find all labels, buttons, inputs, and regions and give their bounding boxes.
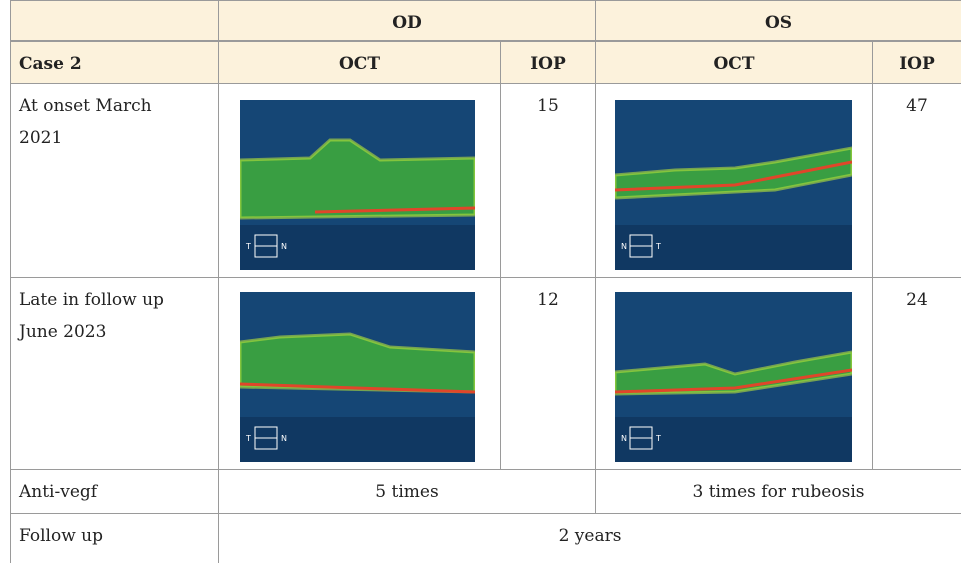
text-line: June 2023: [19, 322, 107, 342]
col-header: OCT: [218, 40, 500, 83]
oct-marker: T: [245, 242, 251, 251]
os-header: OS: [595, 0, 961, 40]
os-cell: 3 times for rubeosis: [595, 469, 961, 513]
text-line: Late in follow up: [19, 290, 164, 310]
oct-cell: [595, 83, 872, 277]
case-label: Case 2: [10, 40, 218, 83]
col-header: OCT: [595, 40, 872, 83]
iop-value: 47: [872, 83, 961, 277]
oct-marker: T: [245, 434, 251, 443]
col-header: IOP: [872, 40, 961, 83]
value-cell: 2 years: [218, 513, 961, 563]
oct-marker: N: [281, 242, 287, 251]
oct-marker: T: [655, 434, 661, 443]
text-line: At onset March: [19, 96, 152, 116]
corner-cell: [10, 0, 218, 40]
iop-value: 24: [872, 277, 961, 469]
od-header: OD: [218, 0, 595, 40]
iop-value: 15: [500, 83, 595, 277]
row-label: Anti-vegf: [10, 469, 218, 513]
oct-marker: N: [281, 434, 287, 443]
row-label: Follow up: [10, 513, 218, 563]
col-header: IOP: [500, 40, 595, 83]
oct-marker: N: [621, 242, 627, 251]
row-label: Late in follow up June 2023: [10, 277, 218, 469]
oct-cell: [218, 277, 500, 469]
oct-cell: [595, 277, 872, 469]
row-label: At onset March 2021: [10, 83, 218, 277]
text-line: 2021: [19, 128, 63, 148]
od-cell: 5 times: [218, 469, 595, 513]
oct-marker: N: [621, 434, 627, 443]
oct-marker: T: [655, 242, 661, 251]
oct-cell: [218, 83, 500, 277]
page: OD OS Case 2 OCT IOP OCT IOP At onset Ma…: [10, 0, 961, 563]
iop-value: 12: [500, 277, 595, 469]
